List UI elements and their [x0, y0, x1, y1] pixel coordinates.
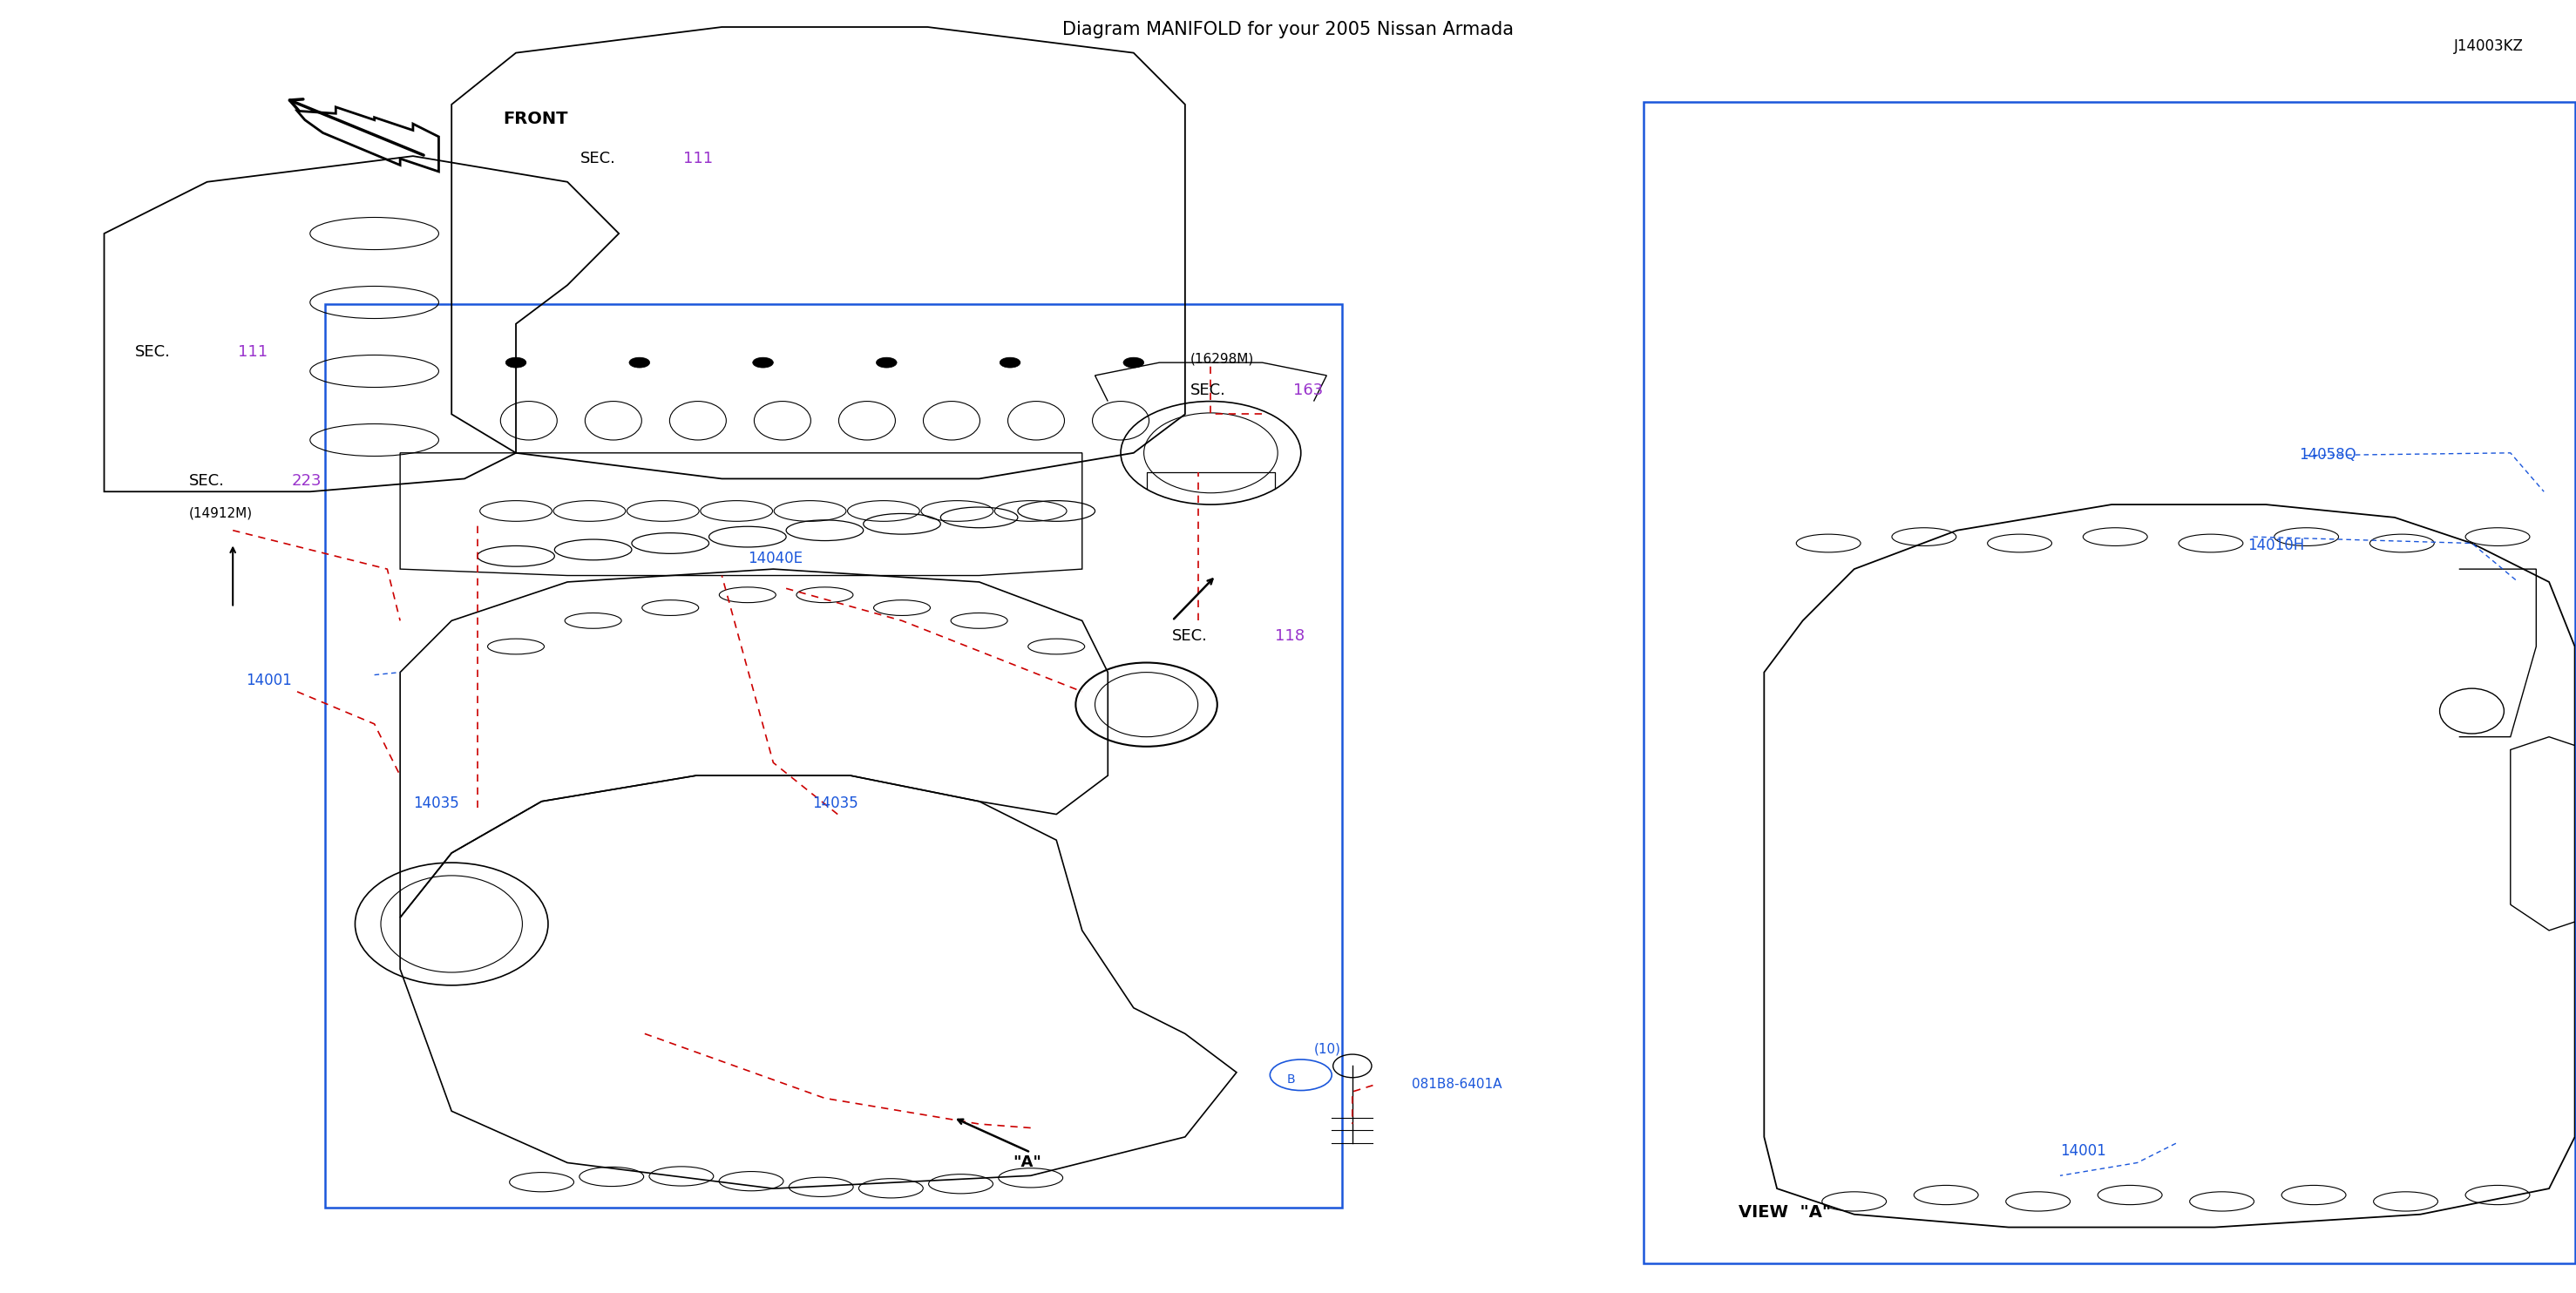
- Text: (14912M): (14912M): [188, 507, 252, 520]
- Ellipse shape: [752, 357, 773, 367]
- Text: J14003KZ: J14003KZ: [2455, 37, 2524, 54]
- Ellipse shape: [505, 357, 526, 367]
- Text: 14058Q: 14058Q: [2300, 447, 2357, 463]
- Text: 14040E: 14040E: [747, 551, 804, 566]
- Ellipse shape: [1123, 357, 1144, 367]
- Ellipse shape: [999, 357, 1020, 367]
- Text: 223: 223: [291, 473, 322, 489]
- Text: 14035: 14035: [412, 795, 459, 811]
- Text: SEC.: SEC.: [1172, 628, 1208, 644]
- Text: 14001: 14001: [245, 674, 291, 689]
- Text: 14035: 14035: [811, 795, 858, 811]
- Text: 118: 118: [1275, 628, 1306, 644]
- Text: 163: 163: [1293, 383, 1324, 398]
- Ellipse shape: [876, 357, 896, 367]
- Text: Diagram MANIFOLD for your 2005 Nissan Armada: Diagram MANIFOLD for your 2005 Nissan Ar…: [1061, 21, 1515, 37]
- Text: SEC.: SEC.: [580, 150, 616, 166]
- Text: (16298M): (16298M): [1190, 352, 1255, 365]
- Text: SEC.: SEC.: [188, 473, 224, 489]
- Text: "A": "A": [1012, 1155, 1041, 1170]
- Text: FRONT: FRONT: [502, 111, 567, 127]
- Text: 111: 111: [237, 344, 268, 359]
- Ellipse shape: [629, 357, 649, 367]
- Text: VIEW  "A": VIEW "A": [1739, 1204, 1832, 1221]
- Text: 111: 111: [683, 150, 714, 166]
- Text: 14010H: 14010H: [2249, 538, 2306, 553]
- Text: (10): (10): [1314, 1042, 1340, 1055]
- Text: B: B: [1285, 1073, 1296, 1085]
- Text: SEC.: SEC.: [134, 344, 170, 359]
- Text: 081B8-6401A: 081B8-6401A: [1412, 1077, 1502, 1090]
- Text: 14001: 14001: [2061, 1143, 2107, 1159]
- Text: SEC.: SEC.: [1190, 383, 1226, 398]
